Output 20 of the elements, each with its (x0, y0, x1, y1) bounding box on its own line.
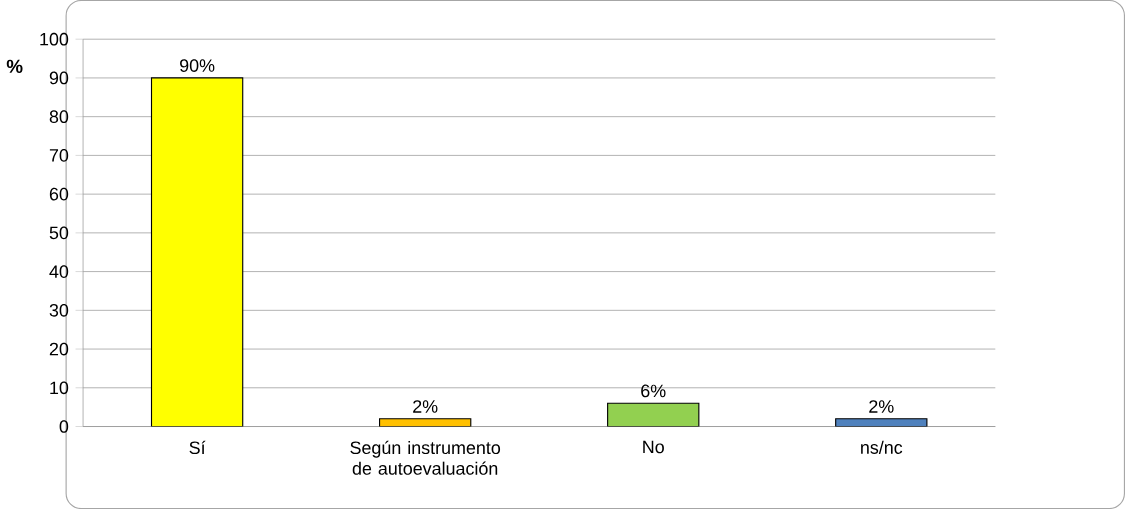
y-tick-label: 70 (49, 149, 69, 162)
y-tick-label: 80 (49, 110, 69, 123)
y-tick-label: 60 (49, 187, 69, 201)
data-label: 2% (869, 400, 894, 413)
y-axis-title: % (6, 59, 23, 73)
x-tick-label: No (643, 440, 664, 454)
x-tick-label: Según instrumento de autoevaluación (350, 440, 501, 475)
x-tick-label: Sí (189, 440, 206, 455)
y-tick-label: 20 (49, 342, 69, 356)
data-label: 6% (641, 384, 666, 398)
y-tick-label: 10 (50, 381, 69, 395)
y-tick-label: 50 (49, 226, 69, 240)
y-tick-label: 0 (59, 420, 69, 433)
x-tick-label: ns/nc (861, 440, 903, 454)
data-label: 2% (413, 400, 438, 413)
y-tick-label: 90 (49, 71, 69, 85)
y-tick-label: 100 (40, 32, 69, 46)
data-label: 90% (180, 59, 215, 72)
y-tick-label: 40 (49, 265, 69, 278)
y-tick-label: 30 (49, 303, 69, 317)
